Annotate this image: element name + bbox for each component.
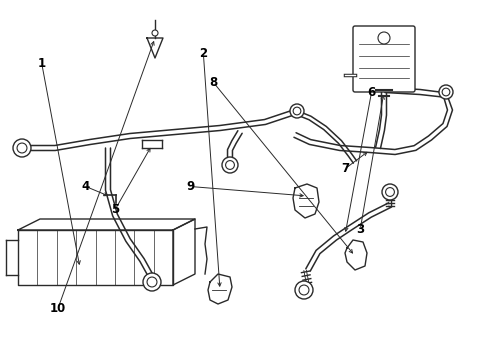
Text: 9: 9 (186, 180, 194, 193)
Circle shape (386, 188, 394, 197)
Circle shape (225, 161, 234, 170)
Circle shape (222, 157, 238, 173)
Text: 10: 10 (49, 302, 66, 315)
Circle shape (439, 85, 453, 99)
Text: 8: 8 (209, 76, 217, 89)
Text: 6: 6 (368, 86, 375, 99)
Circle shape (147, 277, 157, 287)
Circle shape (295, 281, 313, 299)
Polygon shape (147, 38, 163, 58)
Circle shape (442, 88, 450, 96)
Circle shape (378, 32, 390, 44)
Text: 4: 4 (82, 180, 90, 193)
Circle shape (143, 273, 161, 291)
Text: 5: 5 (111, 203, 119, 216)
Circle shape (299, 285, 309, 295)
Circle shape (152, 30, 158, 36)
FancyBboxPatch shape (353, 26, 415, 92)
Text: 2: 2 (199, 47, 207, 60)
Text: 7: 7 (342, 162, 349, 175)
Circle shape (13, 139, 31, 157)
Text: 1: 1 (38, 57, 46, 69)
Circle shape (17, 143, 27, 153)
Circle shape (290, 104, 304, 118)
Circle shape (293, 107, 301, 115)
Text: 3: 3 (356, 223, 364, 236)
Circle shape (382, 184, 398, 200)
